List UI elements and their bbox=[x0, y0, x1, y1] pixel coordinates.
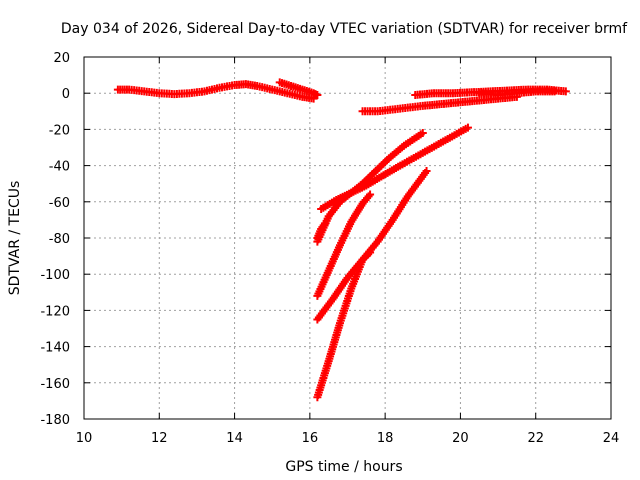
y-tick-label: -180 bbox=[40, 413, 70, 428]
data-point bbox=[422, 167, 431, 176]
data-point bbox=[561, 87, 570, 96]
series-5 bbox=[475, 87, 559, 100]
plot-frame bbox=[83, 56, 612, 420]
y-tick-label: 0 bbox=[62, 87, 70, 102]
x-tick-label: 22 bbox=[527, 431, 544, 446]
data-point bbox=[313, 91, 322, 100]
series-10 bbox=[313, 248, 375, 402]
x-tick-label: 20 bbox=[452, 431, 469, 446]
y-tick-label: -40 bbox=[49, 160, 70, 175]
series-8 bbox=[313, 190, 375, 300]
data-point bbox=[366, 190, 375, 199]
y-tick-label: 20 bbox=[53, 51, 70, 66]
series-1 bbox=[113, 80, 318, 103]
x-axis-ticks: 10 12 14 16 18 20 22 24 bbox=[76, 57, 620, 446]
series-6 bbox=[313, 129, 427, 246]
x-tick-label: 24 bbox=[603, 431, 620, 446]
x-axis-label: GPS time / hours bbox=[285, 459, 402, 475]
y-tick-label: -20 bbox=[49, 123, 70, 138]
x-tick-label: 16 bbox=[302, 431, 319, 446]
series-7 bbox=[317, 123, 472, 214]
y-tick-label: -120 bbox=[40, 304, 70, 319]
y-axis-label: SDTVAR / TECUs bbox=[7, 181, 23, 296]
data-point bbox=[418, 129, 427, 138]
x-tick-label: 14 bbox=[226, 431, 243, 446]
data-point bbox=[463, 123, 472, 132]
y-tick-label: -100 bbox=[40, 268, 70, 283]
x-tick-label: 10 bbox=[76, 431, 93, 446]
grid-lines bbox=[84, 57, 611, 419]
series-2 bbox=[275, 78, 322, 100]
data-point bbox=[366, 248, 375, 257]
y-tick-label: -60 bbox=[49, 196, 70, 211]
data-point bbox=[320, 219, 329, 228]
y-tick-label: -140 bbox=[40, 341, 70, 356]
y-tick-label: -80 bbox=[49, 232, 70, 247]
x-tick-label: 12 bbox=[151, 431, 168, 446]
series-9 bbox=[313, 167, 431, 324]
chart-title: Day 034 of 2026, Sidereal Day-to-day VTE… bbox=[61, 21, 628, 37]
x-tick-label: 18 bbox=[377, 431, 394, 446]
y-tick-label: -160 bbox=[40, 377, 70, 392]
series-11 bbox=[313, 219, 329, 242]
data-marks bbox=[113, 78, 570, 402]
data-point bbox=[550, 87, 559, 96]
